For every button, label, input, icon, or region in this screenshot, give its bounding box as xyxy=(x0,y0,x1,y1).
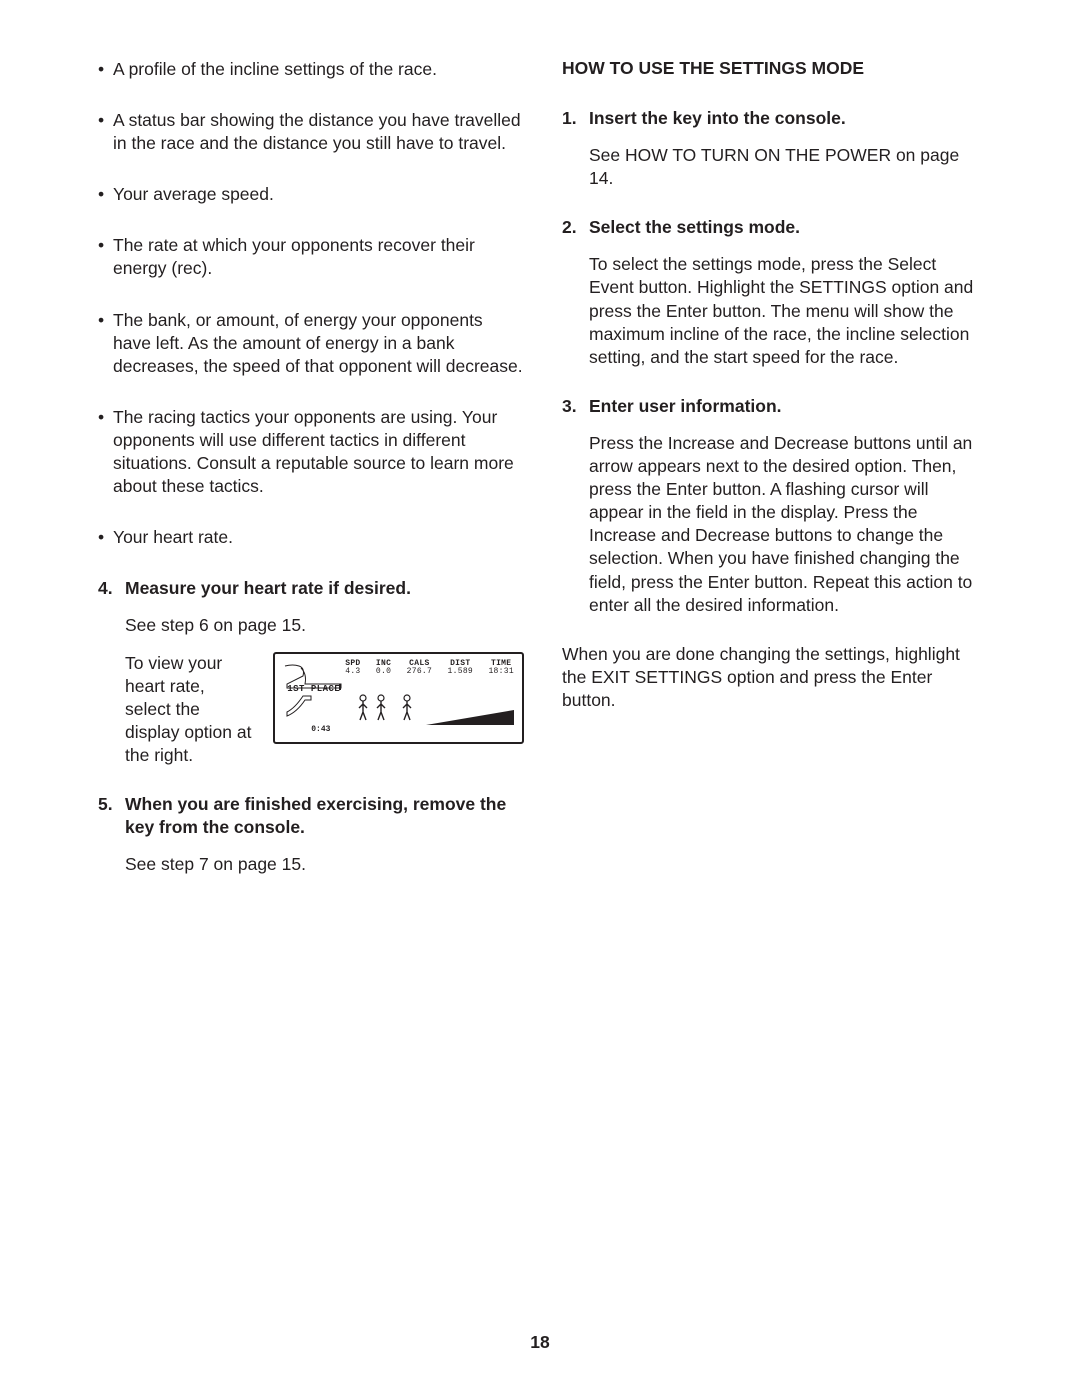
stat-cals: CALS 276.7 xyxy=(407,660,433,676)
display-timer: 0:43 xyxy=(311,725,330,736)
bullet-item: The rate at which your opponents recover… xyxy=(98,234,524,280)
bullet-item: A status bar showing the distance you ha… xyxy=(98,109,524,155)
runner-icon xyxy=(401,694,411,720)
bullet-item: Your heart rate. xyxy=(98,526,524,549)
step-paragraph: See step 6 on page 15. xyxy=(125,614,524,637)
step-5: 5. When you are finished exercising, rem… xyxy=(98,793,524,876)
step-paragraph: See step 7 on page 15. xyxy=(125,853,524,876)
stat-value: 1.589 xyxy=(448,668,474,676)
step-body: See HOW TO TURN ON THE POWER on page 14. xyxy=(589,144,982,190)
heart-rate-text: To view your heart rate, select the disp… xyxy=(125,652,255,767)
stat-value: 4.3 xyxy=(345,668,360,676)
console-display-diagram: SPD 4.3 INC 0.0 CALS xyxy=(273,652,524,744)
step-title: Measure your heart rate if desired. xyxy=(125,578,411,598)
stat-value: 0.0 xyxy=(376,668,391,676)
numbered-steps-left: 4. Measure your heart rate if desired. S… xyxy=(98,577,524,876)
right-column: HOW TO USE THE SETTINGS MODE 1. Insert t… xyxy=(562,58,982,890)
two-column-layout: A profile of the incline settings of the… xyxy=(98,58,982,890)
ramp-icon xyxy=(426,708,514,726)
stat-value: 276.7 xyxy=(407,668,433,676)
step-title: Enter user information. xyxy=(589,396,782,416)
runner-icon xyxy=(357,694,367,720)
step-title: Select the settings mode. xyxy=(589,217,800,237)
bullet-item: The bank, or amount, of energy your oppo… xyxy=(98,309,524,378)
stat-dist: DIST 1.589 xyxy=(448,660,474,676)
stat-value: 18:31 xyxy=(488,668,514,676)
stat-inc: INC 0.0 xyxy=(376,660,391,676)
bullet-item: Your average speed. xyxy=(98,183,524,206)
step-body: Press the Increase and Decrease buttons … xyxy=(589,432,982,617)
numbered-steps-right: 1. Insert the key into the console. See … xyxy=(562,107,982,617)
left-column: A profile of the incline settings of the… xyxy=(98,58,524,890)
display-stats-row: SPD 4.3 INC 0.0 CALS xyxy=(345,660,514,676)
step-body: See step 6 on page 15. To view your hear… xyxy=(125,614,524,767)
manual-page: A profile of the incline settings of the… xyxy=(0,0,1080,1397)
place-label: 1ST PLACE xyxy=(287,684,340,696)
step-title: Insert the key into the console. xyxy=(589,108,846,128)
stat-spd: SPD 4.3 xyxy=(345,660,360,676)
step-number: 5. xyxy=(98,793,113,816)
stat-time: TIME 18:31 xyxy=(488,660,514,676)
runner-icon xyxy=(375,694,385,720)
step-number: 4. xyxy=(98,577,113,600)
step-number: 2. xyxy=(562,216,577,239)
step-paragraph: To select the settings mode, press the S… xyxy=(589,253,982,368)
step-number: 3. xyxy=(562,395,577,418)
heart-rate-wrap: To view your heart rate, select the disp… xyxy=(125,652,524,767)
settings-mode-title: HOW TO USE THE SETTINGS MODE xyxy=(562,58,982,79)
step-4: 4. Measure your heart rate if desired. S… xyxy=(98,577,524,767)
step-body: See step 7 on page 15. xyxy=(125,853,524,876)
step-title: When you are finished exercising, remove… xyxy=(125,794,506,837)
step-2: 2. Select the settings mode. To select t… xyxy=(562,216,982,369)
step-number: 1. xyxy=(562,107,577,130)
step-paragraph: Press the Increase and Decrease buttons … xyxy=(589,432,982,617)
step-body: To select the settings mode, press the S… xyxy=(589,253,982,368)
step-1: 1. Insert the key into the console. See … xyxy=(562,107,982,190)
step-3: 3. Enter user information. Press the Inc… xyxy=(562,395,982,617)
feature-bullet-list: A profile of the incline settings of the… xyxy=(98,58,524,549)
page-number: 18 xyxy=(0,1332,1080,1353)
bullet-item: The racing tactics your opponents are us… xyxy=(98,406,524,498)
closing-paragraph: When you are done changing the settings,… xyxy=(562,643,982,712)
bullet-item: A profile of the incline settings of the… xyxy=(98,58,524,81)
step-paragraph: See HOW TO TURN ON THE POWER on page 14. xyxy=(589,144,982,190)
